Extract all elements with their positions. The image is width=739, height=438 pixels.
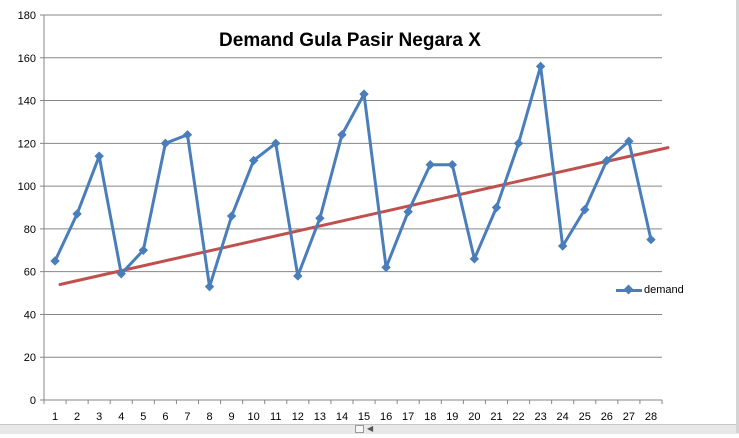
x-tick-label: 19 — [446, 411, 458, 423]
data-point-marker — [337, 130, 347, 140]
gridlines — [44, 14, 662, 358]
y-tick-label: 80 — [24, 224, 36, 236]
data-point-marker — [557, 241, 568, 251]
data-point-marker — [602, 155, 612, 166]
data-point-marker — [293, 271, 303, 281]
data-point-marker — [535, 61, 546, 72]
y-tick-label: 60 — [24, 267, 36, 279]
data-point-marker — [381, 262, 391, 273]
data-point-marker — [182, 130, 193, 140]
series-layer — [50, 61, 656, 292]
data-point-marker — [160, 138, 171, 149]
x-tick-label: 16 — [380, 411, 392, 423]
y-tick-label: 20 — [24, 352, 36, 364]
data-point-marker — [403, 207, 413, 217]
data-point-marker — [447, 160, 458, 170]
data-point-marker — [94, 151, 104, 161]
data-point-marker — [580, 204, 590, 215]
data-point-marker — [72, 209, 82, 219]
x-tick-label: 25 — [579, 411, 591, 423]
x-tick-label: 11 — [270, 411, 281, 423]
y-tick-label: 100 — [18, 181, 36, 193]
horizontal-scrollbar[interactable] — [0, 424, 739, 434]
x-tick-label: 13 — [314, 411, 326, 423]
x-tick-label: 18 — [424, 411, 436, 423]
data-point-marker — [315, 213, 325, 223]
x-tick-label: 3 — [96, 411, 102, 423]
x-tick-label: 9 — [229, 411, 235, 423]
trendline — [58, 146, 670, 286]
x-tick-label: 22 — [512, 411, 524, 423]
x-tick-label: 10 — [248, 411, 260, 423]
data-point-marker — [116, 269, 126, 279]
y-tick-label: 0 — [30, 395, 36, 407]
series-line-demand — [53, 64, 653, 289]
y-tick-label: 140 — [18, 96, 36, 108]
x-tick-label: 20 — [468, 411, 480, 423]
data-point-marker — [513, 138, 524, 149]
legend-label-demand: demand — [644, 284, 684, 296]
x-tick-label: 4 — [118, 411, 124, 423]
x-tick-label: 7 — [184, 411, 190, 423]
data-point-marker — [646, 234, 656, 245]
y-tick-label: 160 — [18, 53, 36, 65]
x-tick-label: 5 — [140, 411, 146, 423]
data-point-marker — [425, 160, 435, 170]
y-tick-label: 120 — [18, 138, 36, 150]
trendline-layer — [58, 146, 670, 286]
data-point-marker — [138, 245, 149, 255]
x-tick-label: 8 — [206, 411, 212, 423]
data-point-marker — [226, 211, 237, 221]
data-point-marker — [624, 136, 634, 146]
sheet-nav-box[interactable] — [355, 425, 364, 433]
data-point-marker — [204, 281, 215, 292]
data-point-marker — [491, 202, 502, 213]
x-tick-label: 6 — [162, 411, 168, 423]
x-tick-label: 21 — [490, 411, 502, 423]
data-point-marker — [50, 256, 60, 266]
x-tick-label: 23 — [534, 411, 546, 423]
x-tick-label: 27 — [623, 411, 635, 423]
window-edge — [736, 0, 739, 433]
y-tick-label: 180 — [18, 10, 36, 22]
x-tick-label: 17 — [402, 411, 414, 423]
x-tick-label: 24 — [557, 411, 569, 423]
data-point-marker — [469, 254, 480, 264]
chart-title: Demand Gula Pasir Negara X — [219, 30, 481, 51]
data-point-marker — [248, 155, 259, 166]
x-tick-label: 28 — [645, 411, 657, 423]
legend-swatch-demand — [616, 283, 642, 297]
legend: demand — [616, 283, 684, 297]
x-tick-label: 12 — [292, 411, 304, 423]
y-tick-label: 40 — [24, 309, 36, 321]
x-tick-label: 1 — [52, 411, 58, 423]
data-point-marker — [271, 138, 281, 149]
data-point-marker — [359, 89, 369, 99]
x-tick-label: 26 — [601, 411, 613, 423]
scroll-left-icon[interactable]: ◀ — [367, 424, 374, 433]
x-tick-label: 2 — [74, 411, 80, 423]
x-tick-label: 15 — [358, 411, 370, 423]
x-tick-label: 14 — [336, 411, 348, 423]
